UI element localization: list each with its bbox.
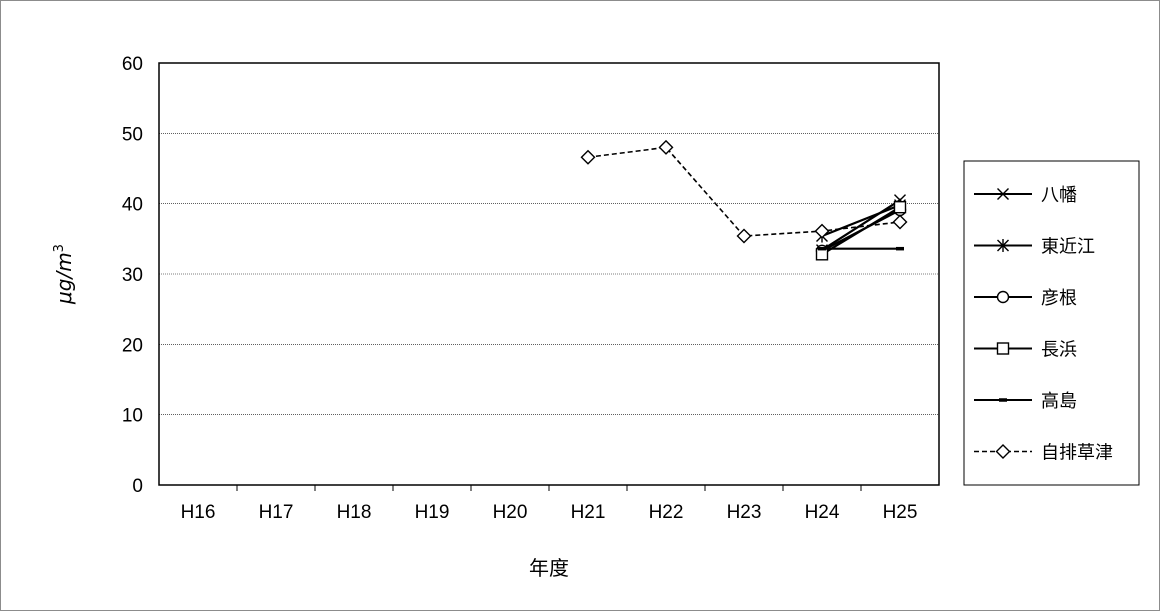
- y-tick-label: 10: [122, 406, 143, 427]
- legend-marker: [996, 342, 1010, 355]
- data-point: [580, 149, 596, 165]
- legend-entry: 彦根: [974, 288, 1077, 309]
- legend-entry: 長浜: [974, 340, 1077, 361]
- legend-entry: 高島: [974, 391, 1077, 412]
- y-tick-label: 30: [122, 265, 143, 286]
- legend-marker: [997, 239, 1009, 252]
- legend-entry: 八幡: [974, 185, 1077, 206]
- x-tick-label: H25: [883, 502, 918, 523]
- legend-marker: [997, 188, 1009, 200]
- y-axis-title: μg/m3: [52, 244, 76, 305]
- series-line: [821, 206, 901, 256]
- legend-label: 八幡: [1041, 185, 1077, 206]
- legend-entry: 東近江: [974, 237, 1095, 258]
- x-tick-label: H17: [259, 502, 294, 523]
- x-axis-title: 年度: [529, 556, 569, 580]
- y-tick-label: 40: [122, 195, 143, 216]
- legend-label: 自排草津: [1041, 443, 1113, 464]
- data-point: [815, 248, 829, 261]
- legend-label: 東近江: [1041, 237, 1095, 258]
- x-tick-label: H16: [181, 502, 216, 523]
- x-tick-label: H19: [415, 502, 450, 523]
- data-point: [658, 139, 674, 155]
- legend-label: 長浜: [1041, 340, 1077, 361]
- legend-label: 高島: [1041, 391, 1077, 412]
- x-tick-label: H18: [337, 502, 372, 523]
- x-tick-label: H21: [571, 502, 606, 523]
- y-tick-label: 60: [122, 54, 143, 75]
- y-tick-label: 20: [122, 335, 143, 356]
- x-tick-label: H22: [649, 502, 684, 523]
- legend-label: 彦根: [1041, 288, 1077, 309]
- data-point: [814, 223, 830, 239]
- x-tick-label: H24: [805, 502, 840, 523]
- series-line: [821, 204, 901, 238]
- legend-marker: [996, 290, 1010, 304]
- legend-box: [963, 160, 1140, 486]
- data-point: [893, 200, 907, 214]
- legend-entry: 自排草津: [974, 443, 1113, 464]
- y-axis-title-superscript: 3: [52, 244, 67, 252]
- x-tick-label: H20: [493, 502, 528, 523]
- x-tick-label: H23: [727, 502, 762, 523]
- y-axis-title-main: μg/m: [52, 252, 76, 305]
- y-tick-label: 0: [132, 476, 143, 497]
- y-tick-label: 50: [122, 124, 143, 145]
- data-point: [736, 228, 752, 244]
- legend-marker: [995, 444, 1011, 459]
- series-line: [821, 199, 901, 252]
- series-5: [580, 139, 908, 244]
- data-point: [892, 214, 908, 230]
